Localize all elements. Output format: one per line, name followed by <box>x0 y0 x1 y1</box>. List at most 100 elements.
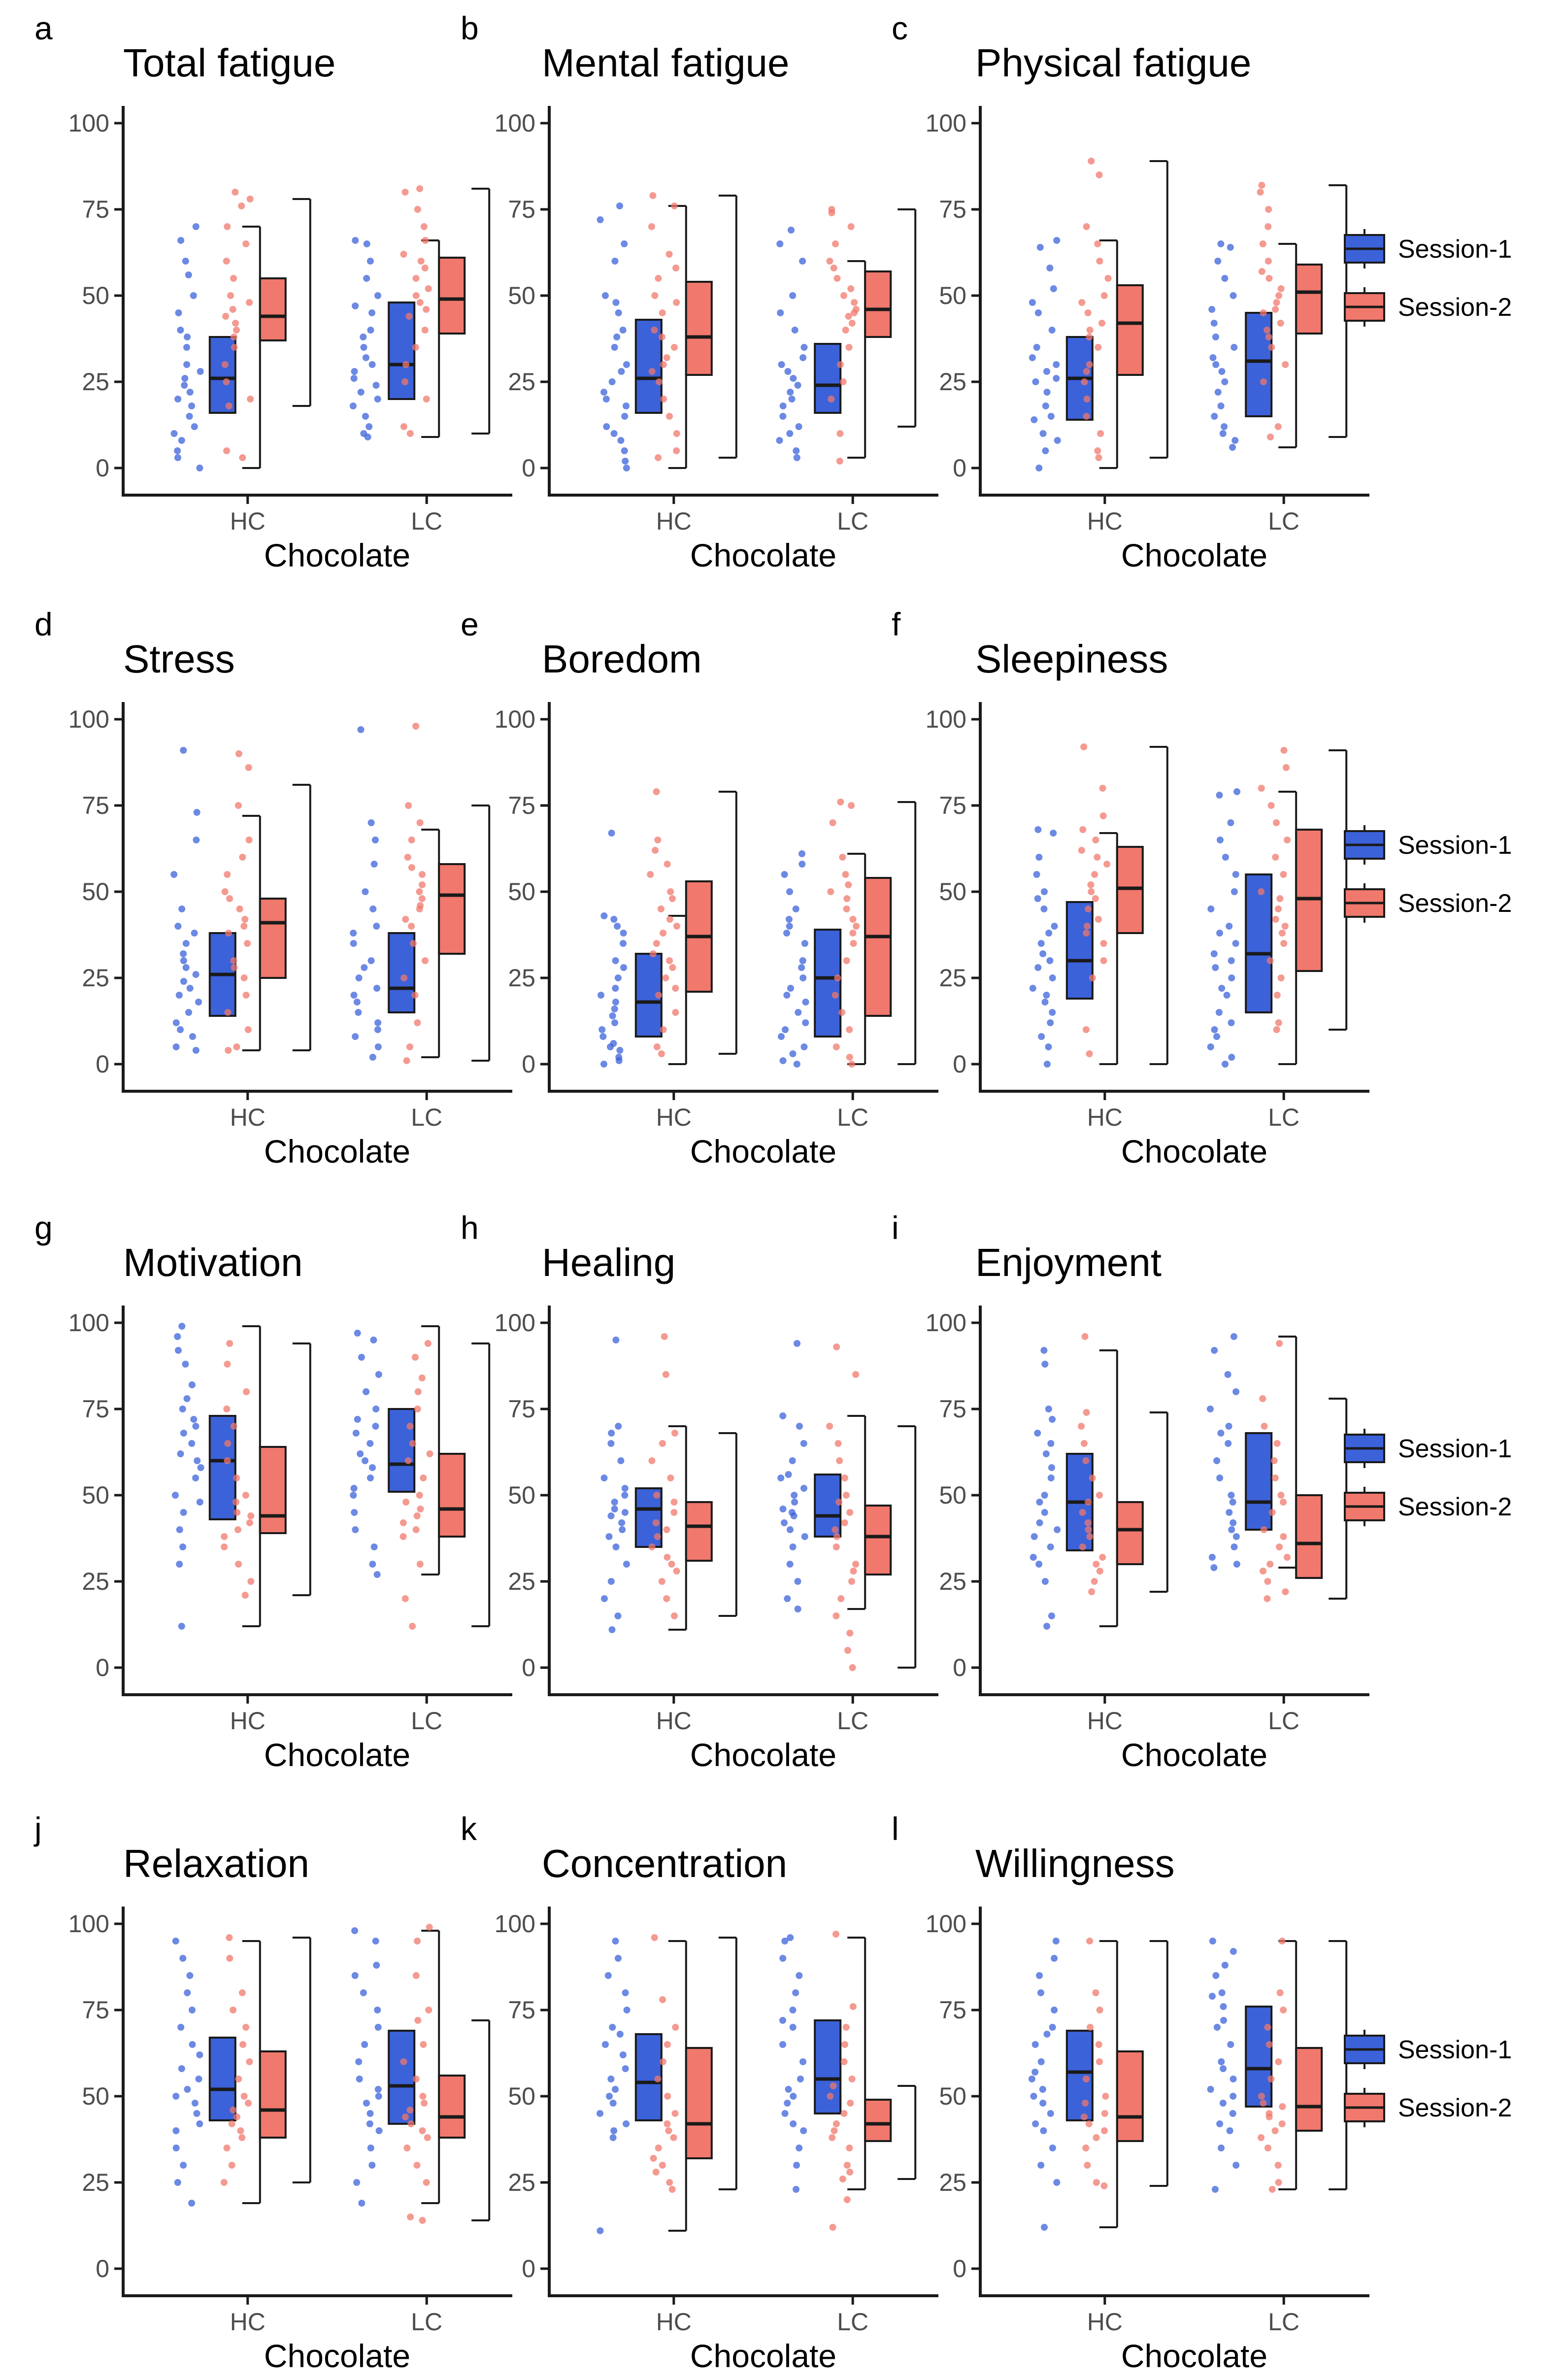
data-point <box>652 1519 660 1526</box>
data-point <box>670 1509 678 1516</box>
data-point <box>1085 1499 1092 1506</box>
data-point <box>843 957 850 964</box>
data-point <box>1084 1519 1092 1526</box>
legend-label: Session-1 <box>1398 831 1512 860</box>
y-tick-label: 0 <box>953 454 966 482</box>
data-point <box>655 275 662 282</box>
data-point <box>174 2179 181 2186</box>
data-point <box>659 2162 666 2169</box>
data-point <box>653 1492 661 1499</box>
data-point <box>786 1561 794 1568</box>
data-point <box>374 1026 381 1033</box>
data-point <box>612 1938 619 1944</box>
data-point <box>364 434 371 440</box>
data-point <box>233 1475 240 1481</box>
data-point <box>1095 344 1102 351</box>
data-point <box>1211 2186 1219 2193</box>
data-point <box>1054 1526 1061 1533</box>
y-tick-label: 75 <box>82 1996 109 2024</box>
data-point <box>1051 2007 1058 2013</box>
data-point <box>1219 430 1227 437</box>
panel-title: Total fatigue <box>123 41 335 85</box>
data-point <box>178 437 185 444</box>
data-point <box>402 1499 410 1506</box>
data-point <box>1233 1561 1240 1568</box>
data-point <box>842 871 849 878</box>
box-session-1-lc <box>1245 2006 1273 2108</box>
data-point <box>1265 275 1273 282</box>
data-point <box>787 227 795 234</box>
y-tick-label: 100 <box>926 1309 966 1337</box>
data-point <box>172 2127 180 2134</box>
y-tick-label: 0 <box>953 1050 966 1078</box>
data-point <box>794 1606 801 1612</box>
panel-title: Motivation <box>123 1240 303 1284</box>
data-point <box>193 837 200 843</box>
data-point <box>223 258 230 265</box>
data-point <box>222 313 230 320</box>
data-point <box>1265 2113 1273 2120</box>
data-point <box>221 361 229 368</box>
data-point <box>358 1354 365 1361</box>
data-point <box>1028 2076 1035 2082</box>
data-point <box>647 871 654 878</box>
data-point <box>226 1955 233 1962</box>
y-tick-label: 100 <box>495 109 535 137</box>
data-point <box>1258 785 1265 792</box>
legend-label: Session-1 <box>1398 1435 1512 1463</box>
data-point <box>1093 2134 1100 2141</box>
data-point <box>224 1440 232 1447</box>
data-point <box>612 1543 620 1550</box>
data-point <box>182 258 189 265</box>
data-point <box>246 299 253 306</box>
data-point <box>1080 2113 1088 2120</box>
data-point <box>845 313 852 320</box>
data-point <box>1280 2007 1287 2013</box>
data-point <box>1082 1457 1090 1464</box>
data-point <box>1096 2007 1103 2013</box>
data-point <box>350 940 357 947</box>
data-point <box>671 2110 679 2117</box>
data-point <box>850 309 858 316</box>
x-axis-title: Chocolate <box>264 1133 410 1170</box>
data-point <box>791 1492 798 1499</box>
data-point <box>1054 437 1061 444</box>
data-point <box>852 1561 860 1568</box>
data-point <box>654 837 662 843</box>
data-point <box>673 299 680 306</box>
data-point <box>420 2041 427 2048</box>
x-tick-label: LC <box>1268 1707 1299 1735</box>
data-point <box>1050 285 1057 292</box>
data-point <box>239 854 246 861</box>
data-point <box>1274 423 1282 430</box>
panel-title: Mental fatigue <box>542 41 790 85</box>
data-point <box>799 974 807 981</box>
y-tick-label: 75 <box>508 1996 535 2024</box>
data-point <box>612 299 620 306</box>
data-point <box>802 999 809 1006</box>
data-point <box>184 334 191 340</box>
data-point <box>223 378 230 385</box>
data-point <box>659 309 666 316</box>
data-point <box>599 1033 607 1040</box>
data-point <box>1211 1026 1218 1033</box>
data-point <box>799 258 806 265</box>
data-point <box>180 747 187 754</box>
data-point <box>185 271 192 278</box>
data-point <box>225 930 232 937</box>
data-point <box>1211 1347 1218 1354</box>
data-point <box>1232 940 1239 947</box>
data-point <box>1085 1526 1092 1533</box>
data-point <box>842 2024 850 2031</box>
box-session-1-lc <box>1245 873 1273 1013</box>
data-point <box>192 223 200 230</box>
data-point <box>1078 1423 1085 1430</box>
data-point <box>799 354 807 361</box>
data-point <box>1282 361 1289 368</box>
data-point <box>1036 1499 1043 1506</box>
data-point <box>1273 992 1281 999</box>
data-point <box>658 334 665 340</box>
data-point <box>1230 1948 1237 1955</box>
data-point <box>779 413 787 420</box>
